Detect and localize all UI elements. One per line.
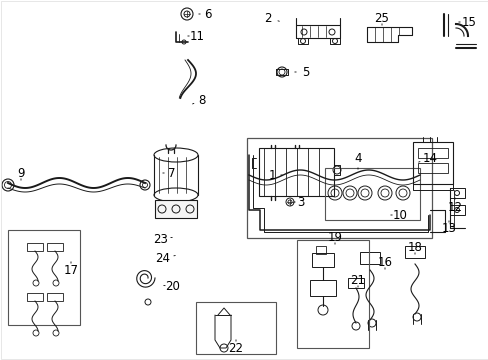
- Text: 5: 5: [302, 66, 309, 78]
- Text: 15: 15: [461, 15, 475, 28]
- Bar: [412, 142, 452, 184]
- Text: 20: 20: [165, 280, 180, 293]
- Bar: [27, 243, 43, 251]
- Bar: [155, 200, 197, 218]
- Bar: [449, 205, 464, 215]
- Text: 8: 8: [198, 94, 205, 107]
- Text: 21: 21: [350, 274, 365, 287]
- Text: 6: 6: [204, 8, 211, 21]
- Text: 12: 12: [447, 201, 462, 213]
- Text: 13: 13: [441, 221, 455, 234]
- Bar: [196, 302, 275, 354]
- Bar: [259, 148, 333, 196]
- Text: 22: 22: [228, 342, 243, 355]
- Text: 7: 7: [168, 166, 175, 180]
- Bar: [404, 246, 424, 258]
- Text: 3: 3: [297, 195, 304, 208]
- Bar: [47, 243, 63, 251]
- Text: 17: 17: [63, 264, 79, 276]
- Bar: [417, 148, 447, 158]
- Bar: [347, 278, 363, 288]
- Text: 11: 11: [189, 30, 204, 42]
- Text: 25: 25: [374, 12, 388, 24]
- Text: 10: 10: [392, 208, 407, 221]
- Text: 23: 23: [153, 233, 168, 246]
- Text: 19: 19: [327, 230, 342, 243]
- Bar: [325, 168, 419, 220]
- Text: 14: 14: [422, 152, 437, 165]
- Text: 24: 24: [155, 252, 170, 265]
- Text: 2: 2: [264, 12, 271, 24]
- Text: 18: 18: [407, 240, 422, 253]
- Bar: [309, 280, 335, 296]
- Bar: [315, 246, 325, 254]
- Text: 4: 4: [353, 152, 361, 165]
- Bar: [311, 253, 333, 267]
- Bar: [27, 293, 43, 301]
- Bar: [8, 230, 80, 325]
- Bar: [449, 188, 464, 198]
- Bar: [417, 163, 447, 173]
- Text: 1: 1: [268, 168, 275, 181]
- Bar: [359, 252, 379, 264]
- Bar: [246, 138, 431, 238]
- Text: 16: 16: [377, 256, 392, 269]
- Bar: [47, 293, 63, 301]
- Bar: [296, 240, 368, 348]
- Text: 9: 9: [17, 166, 25, 180]
